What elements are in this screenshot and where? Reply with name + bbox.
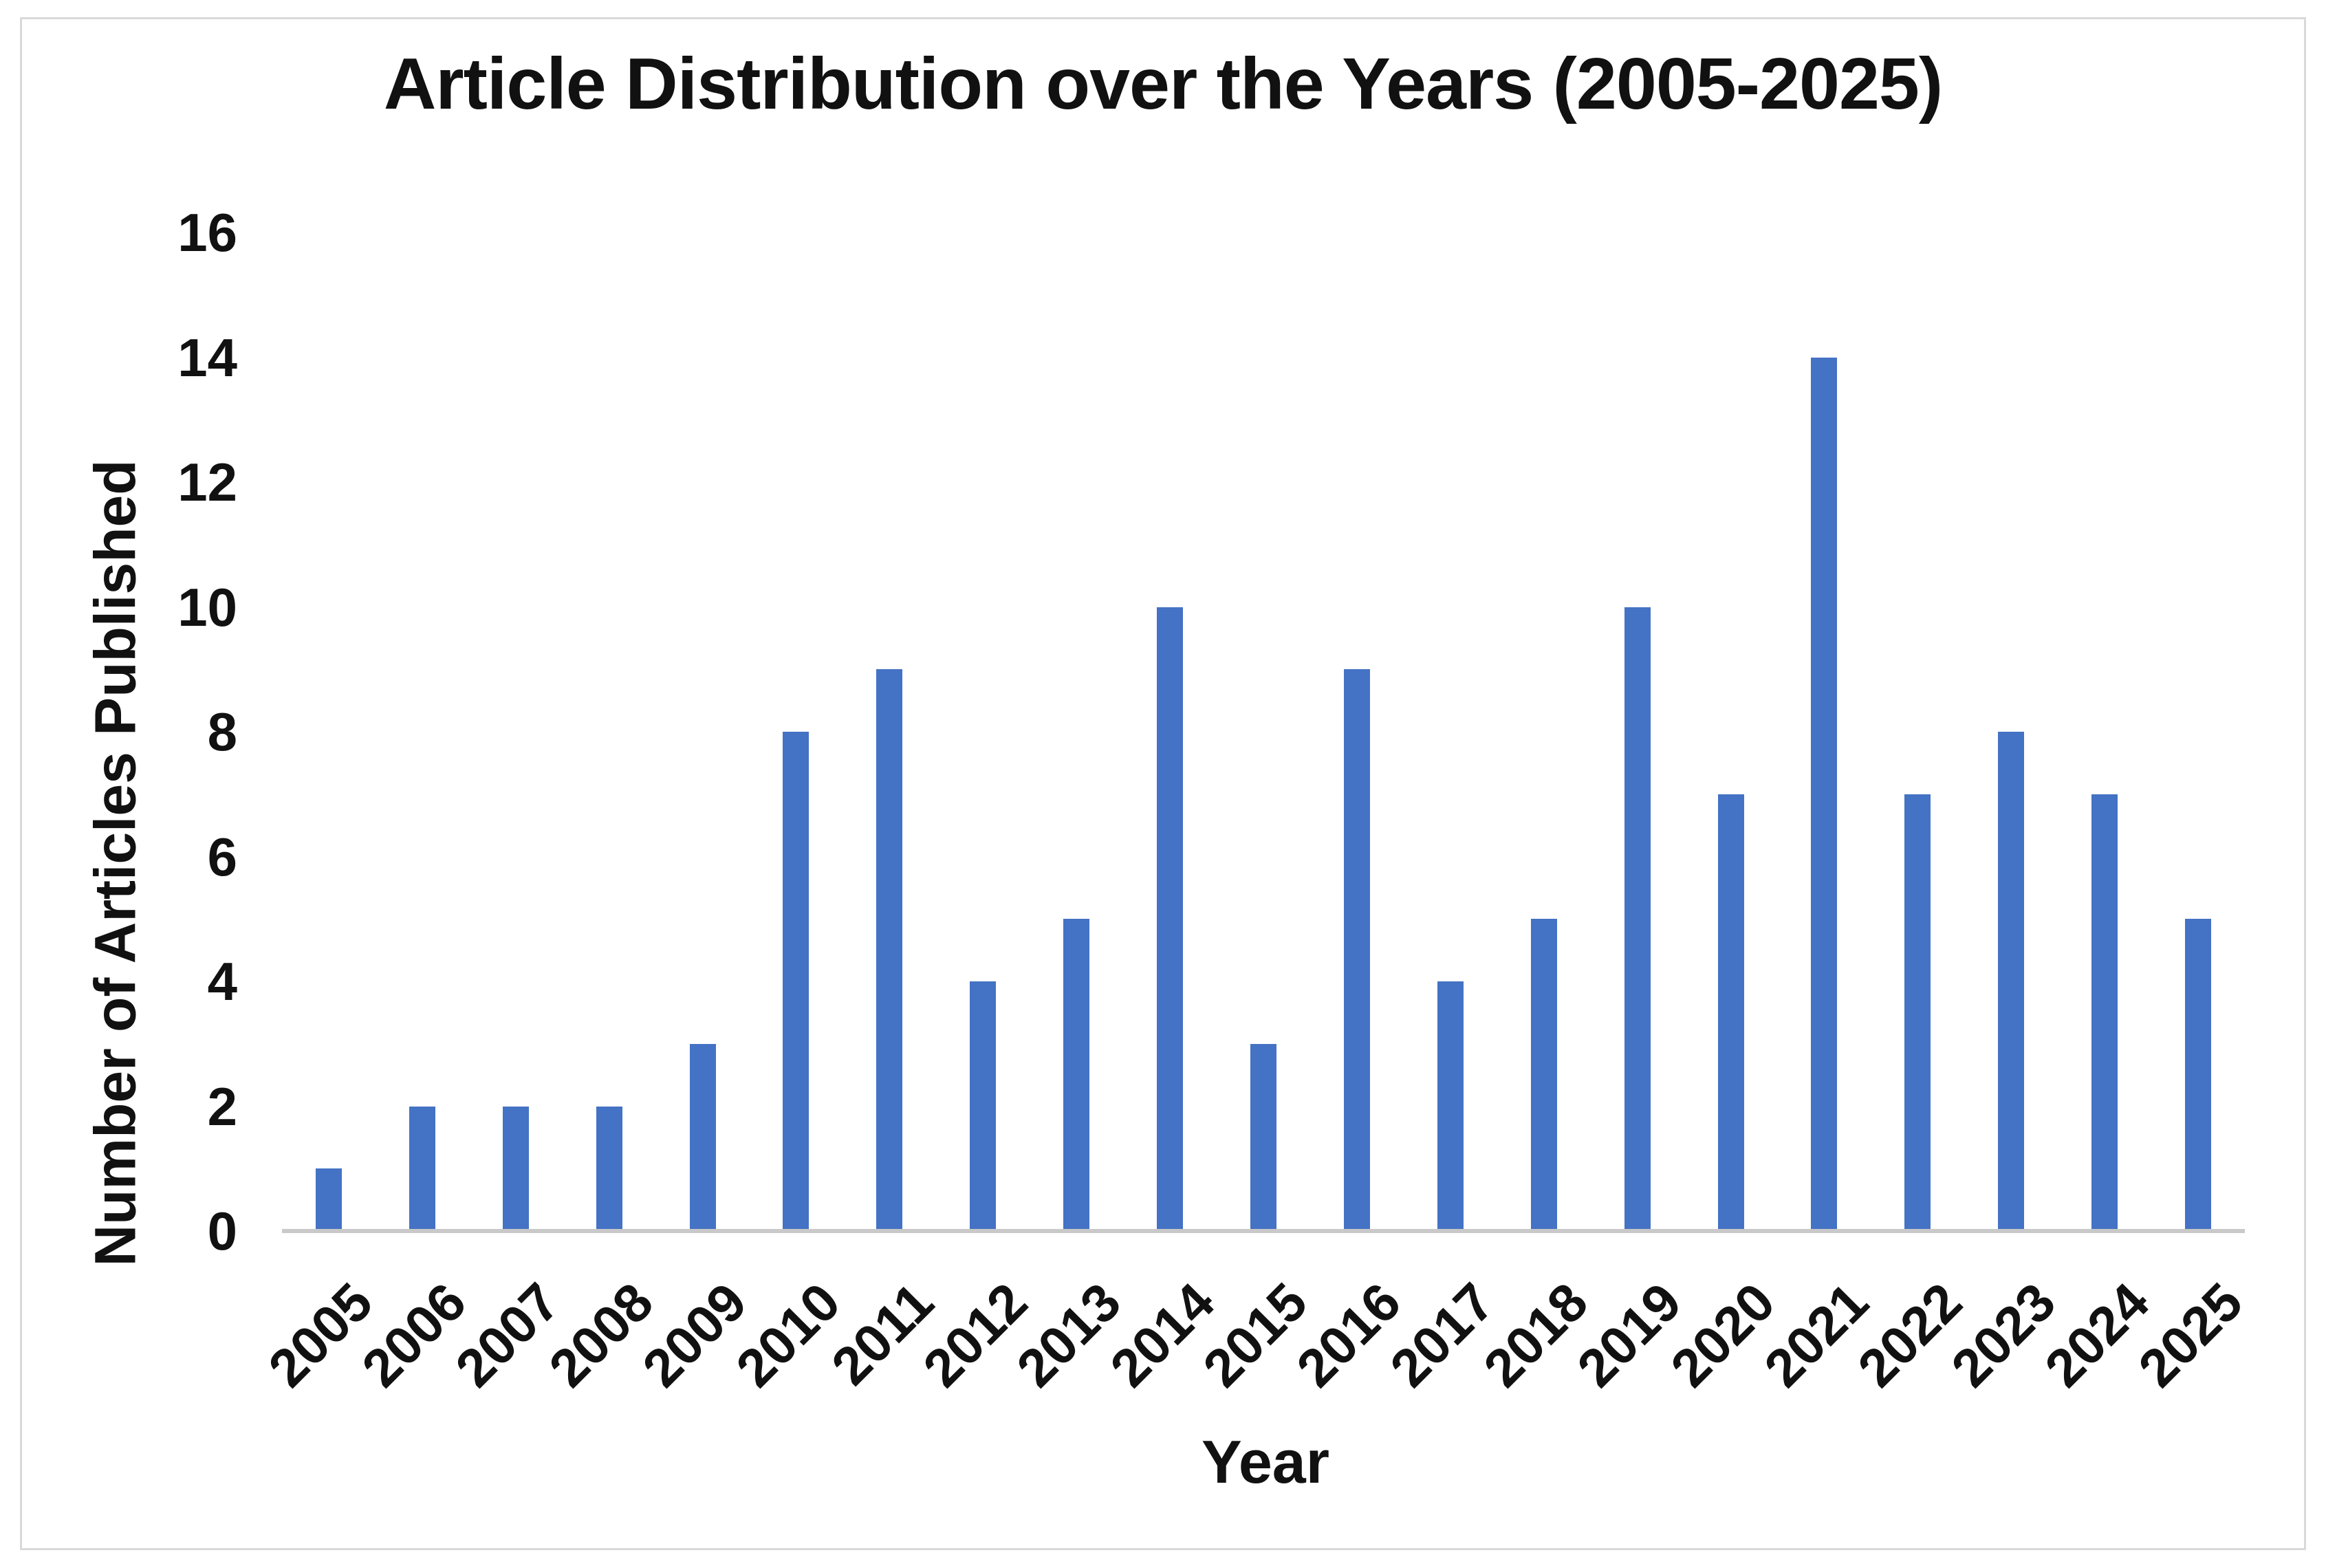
bar-2019 [1624, 607, 1651, 1231]
y-tick-label-4: 4 [207, 951, 237, 1012]
bar-2008 [596, 1106, 622, 1231]
bar-2022 [1904, 794, 1931, 1231]
bar-2020 [1717, 794, 1744, 1231]
bar-2011 [876, 669, 903, 1231]
bar-2009 [689, 1043, 716, 1231]
y-tick-label-14: 14 [177, 327, 237, 388]
bar-2024 [2091, 794, 2118, 1231]
bar-2006 [409, 1106, 435, 1231]
y-tick-label-6: 6 [207, 826, 237, 887]
y-tick-label-12: 12 [177, 452, 237, 512]
y-tick-label-16: 16 [177, 202, 237, 263]
x-axis-title: Year [1202, 1428, 1329, 1496]
bar-2007 [502, 1106, 529, 1231]
bar-2017 [1437, 981, 1464, 1231]
bar-2025 [2185, 919, 2212, 1231]
x-axis-line [282, 1229, 2245, 1233]
bar-2016 [1343, 669, 1370, 1231]
y-tick-label-2: 2 [207, 1076, 237, 1137]
bar-2023 [1998, 732, 2025, 1231]
bar-2015 [1250, 1043, 1276, 1231]
bar-2014 [1157, 607, 1184, 1231]
bar-2018 [1530, 919, 1557, 1231]
plot-area [282, 232, 2245, 1233]
y-tick-label-10: 10 [177, 576, 237, 638]
chart-title: Article Distribution over the Years (200… [383, 43, 1943, 124]
bar-2013 [1063, 919, 1090, 1231]
y-tick-label-0: 0 [207, 1201, 237, 1261]
bar-2012 [970, 981, 997, 1231]
bar-2005 [315, 1168, 342, 1231]
bar-2010 [783, 732, 809, 1231]
y-tick-label-8: 8 [207, 701, 237, 762]
bar-2021 [1811, 357, 1838, 1231]
